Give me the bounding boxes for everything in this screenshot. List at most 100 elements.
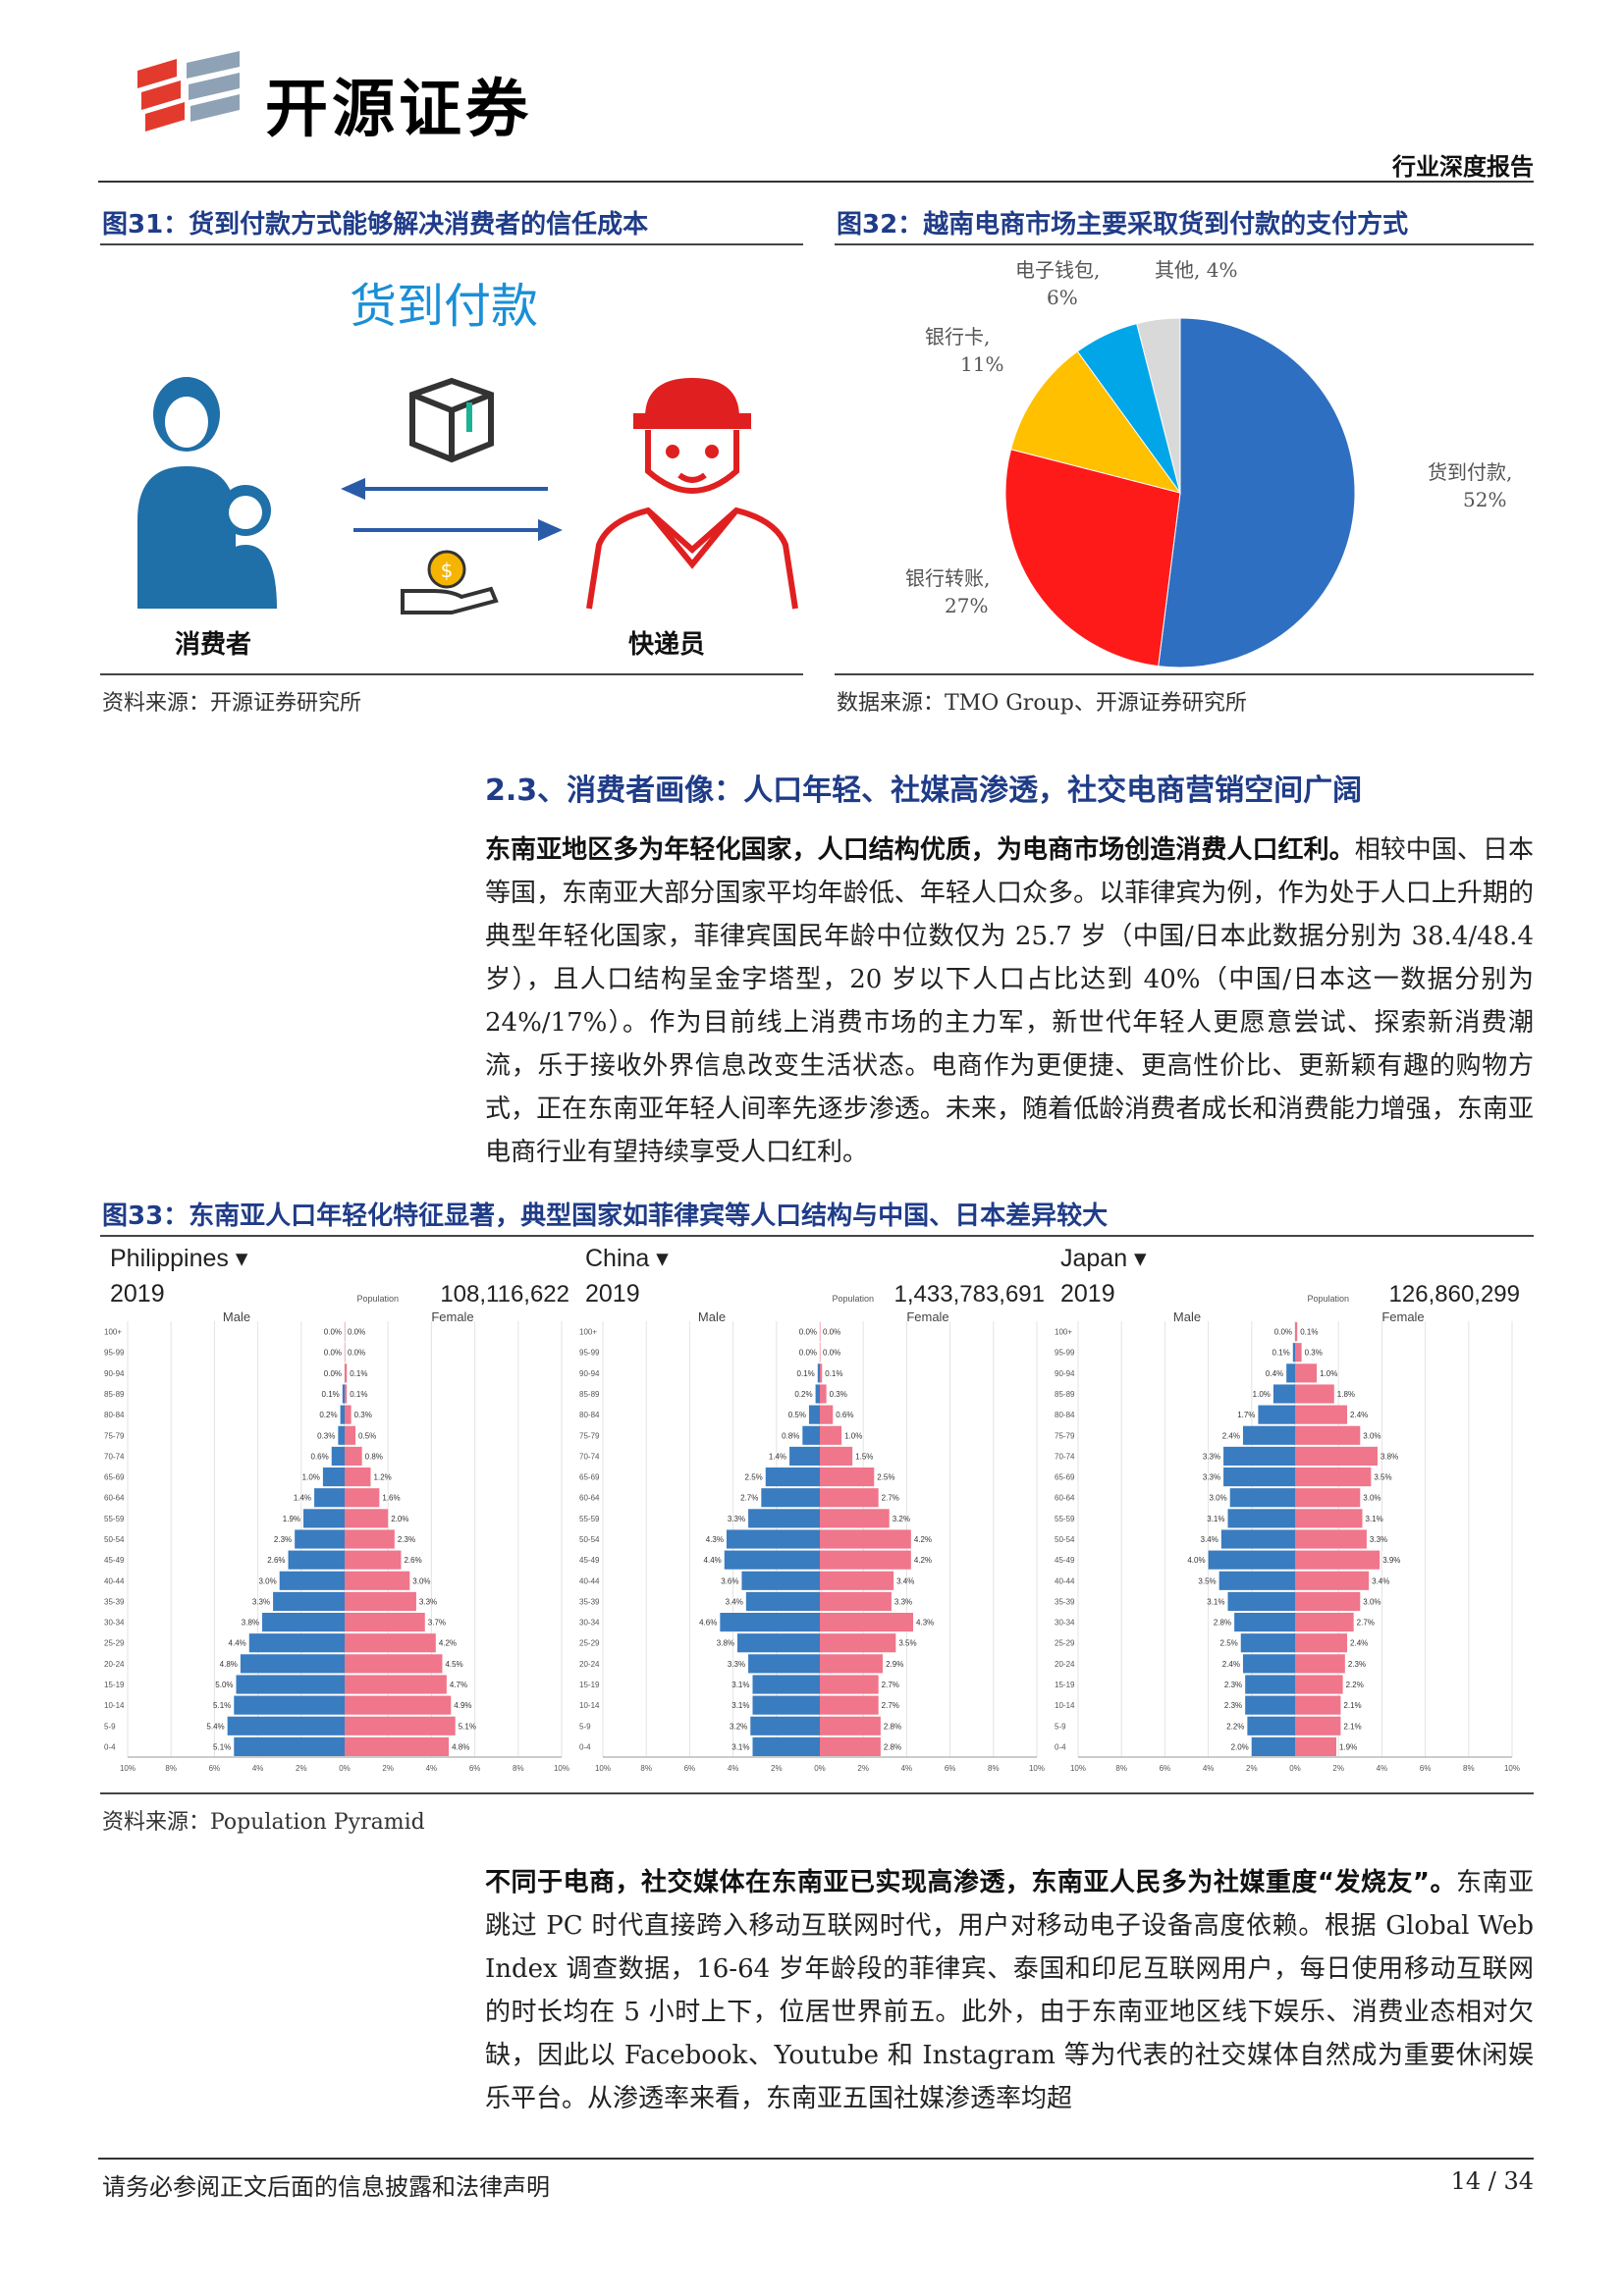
age-tick-label: 30-34 [104,1619,125,1628]
fig32-bottom-rule [835,673,1534,675]
female-bar [345,1488,380,1508]
male-bar [340,1405,345,1424]
female-bar [820,1425,842,1445]
age-tick-label: 60-64 [1055,1494,1075,1503]
payment-hand-icon: $ [401,550,499,614]
female-bar [1295,1529,1367,1549]
female-data-label: 2.7% [882,1681,899,1689]
female-data-label: 3.0% [1363,1494,1380,1503]
female-data-label: 2.4% [1350,1639,1368,1648]
age-tick-label: 75-79 [579,1431,600,1440]
male-bar [752,1736,820,1756]
population-label: Population [356,1294,399,1304]
male-data-label: 3.1% [731,1681,749,1689]
female-bar [820,1571,894,1590]
age-tick-label: 80-84 [579,1411,600,1419]
male-bar [1242,1654,1295,1674]
x-tick-label: 4% [252,1764,264,1773]
country-selector[interactable]: China ▾ [585,1245,669,1272]
consumer-icon [137,377,277,609]
age-tick-label: 95-99 [1055,1349,1075,1358]
age-tick-label: 25-29 [579,1639,600,1648]
female-bar [345,1322,346,1342]
male-data-label: 2.2% [1226,1722,1244,1731]
package-icon [409,377,494,463]
male-bar [1251,1736,1295,1756]
male-data-label: 0.0% [324,1349,342,1358]
age-tick-label: 50-54 [579,1535,600,1544]
female-data-label: 3.0% [412,1576,430,1585]
age-tick-label: 15-19 [1055,1681,1075,1689]
age-tick-label: 100+ [1055,1328,1072,1337]
age-tick-label: 95-99 [579,1349,600,1358]
female-bar [1295,1613,1354,1632]
male-data-label: 1.0% [302,1473,320,1482]
male-bar [338,1425,345,1445]
male-data-label: 0.1% [1272,1349,1290,1358]
male-data-label: 4.8% [220,1660,238,1669]
x-tick-label: 6% [209,1764,221,1773]
population-label: Population [1307,1294,1349,1304]
population-value: 1,433,783,691 [894,1281,1045,1308]
male-bar [322,1468,345,1487]
x-tick-label: 4% [1377,1764,1388,1773]
age-tick-label: 35-39 [104,1597,125,1606]
female-data-label: 2.8% [884,1742,901,1751]
female-data-label: 3.3% [894,1597,912,1606]
male-bar [288,1550,345,1570]
male-bar [748,1509,820,1528]
female-data-label: 1.6% [382,1494,400,1503]
male-bar [1229,1488,1295,1508]
female-data-label: 2.7% [882,1494,899,1503]
x-tick-label: 2% [771,1764,783,1773]
male-data-label: 3.3% [728,1660,745,1669]
female-bar [1295,1343,1302,1362]
female-data-label: 4.3% [916,1619,934,1628]
male-data-label: 0.6% [311,1452,329,1461]
female-bar [1295,1488,1361,1508]
fig33-source: 资料来源：Population Pyramid [102,1810,425,1835]
female-bar [820,1488,879,1508]
female-data-label: 3.4% [896,1576,914,1585]
female-bar [820,1654,884,1674]
country-selector[interactable]: Japan ▾ [1060,1245,1147,1272]
female-bar [1295,1716,1341,1735]
age-tick-label: 70-74 [104,1452,125,1461]
age-tick-label: 90-94 [579,1369,600,1378]
male-data-label: 2.3% [1224,1701,1242,1710]
age-tick-label: 5-9 [104,1722,116,1731]
male-data-label: 0.4% [1266,1369,1283,1378]
female-data-label: 2.1% [1343,1722,1361,1731]
country-selector[interactable]: Philippines ▾ [110,1245,248,1272]
male-bar [1242,1425,1295,1445]
female-data-label: 2.7% [1357,1619,1375,1628]
male-data-label: 3.6% [721,1576,738,1585]
age-tick-label: 55-59 [104,1515,125,1523]
x-tick-label: 8% [1463,1764,1475,1773]
male-bar [273,1591,345,1611]
male-data-label: 2.3% [274,1535,292,1544]
male-data-label: 2.0% [1231,1742,1249,1751]
female-data-label: 2.7% [882,1701,899,1710]
female-bar [345,1695,452,1715]
male-data-label: 3.4% [1201,1535,1218,1544]
male-data-label: 0.5% [788,1411,806,1419]
page-number: 14 / 34 [1450,2167,1534,2195]
male-bar [745,1591,820,1611]
label-ewallet-pct: 6% [1047,286,1078,309]
male-data-label: 3.0% [258,1576,276,1585]
female-data-label: 4.2% [439,1639,457,1648]
label-ewallet: 电子钱包, [1015,258,1100,282]
female-bar [820,1633,896,1653]
female-data-label: 1.8% [1337,1390,1355,1399]
female-bar [1295,1405,1348,1424]
male-bar [1234,1613,1295,1632]
female-data-label: 1.9% [1339,1742,1357,1751]
age-tick-label: 10-14 [1055,1701,1075,1710]
age-tick-label: 75-79 [104,1431,125,1440]
x-tick-label: 10% [1029,1764,1045,1773]
male-bar [1218,1571,1295,1590]
x-tick-label: 6% [469,1764,481,1773]
female-data-label: 3.0% [1363,1597,1380,1606]
female-data-label: 1.5% [855,1452,873,1461]
